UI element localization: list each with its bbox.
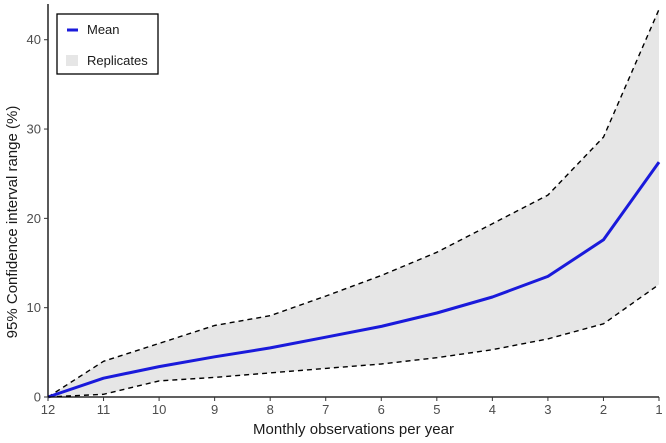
x-tick-label: 6 — [378, 402, 385, 417]
y-tick-label: 0 — [34, 390, 41, 405]
legend-replicates-swatch — [66, 55, 78, 66]
legend: Mean Replicates — [56, 13, 159, 75]
x-tick-label: 1 — [655, 402, 662, 417]
x-tick-label: 7 — [322, 402, 329, 417]
y-tick-label: 40 — [27, 32, 41, 47]
x-tick-label: 8 — [267, 402, 274, 417]
replicates-band — [48, 9, 659, 397]
x-tick-label: 5 — [433, 402, 440, 417]
mean-line — [47, 161, 661, 399]
x-tick-label: 11 — [97, 402, 111, 417]
x-tick-label: 4 — [489, 402, 496, 417]
y-tick-label: 10 — [27, 300, 41, 315]
replicates-upper-bound-line — [47, 9, 660, 398]
x-tick-label: 9 — [211, 402, 218, 417]
x-tick-label: 12 — [41, 402, 55, 417]
x-axis-title: Monthly observations per year — [253, 421, 454, 438]
replicates-lower-bound-line — [47, 283, 660, 398]
legend-replicates-label: Replicates — [87, 53, 148, 68]
x-tick-label: 10 — [152, 402, 166, 417]
y-axis-title: 95% Confidence interval range (%) — [4, 106, 21, 339]
y-tick-label: 30 — [27, 122, 41, 137]
x-tick-label: 2 — [600, 402, 607, 417]
y-tick-label: 20 — [27, 211, 41, 226]
legend-mean-label: Mean — [87, 22, 120, 37]
x-tick-label: 3 — [544, 402, 551, 417]
